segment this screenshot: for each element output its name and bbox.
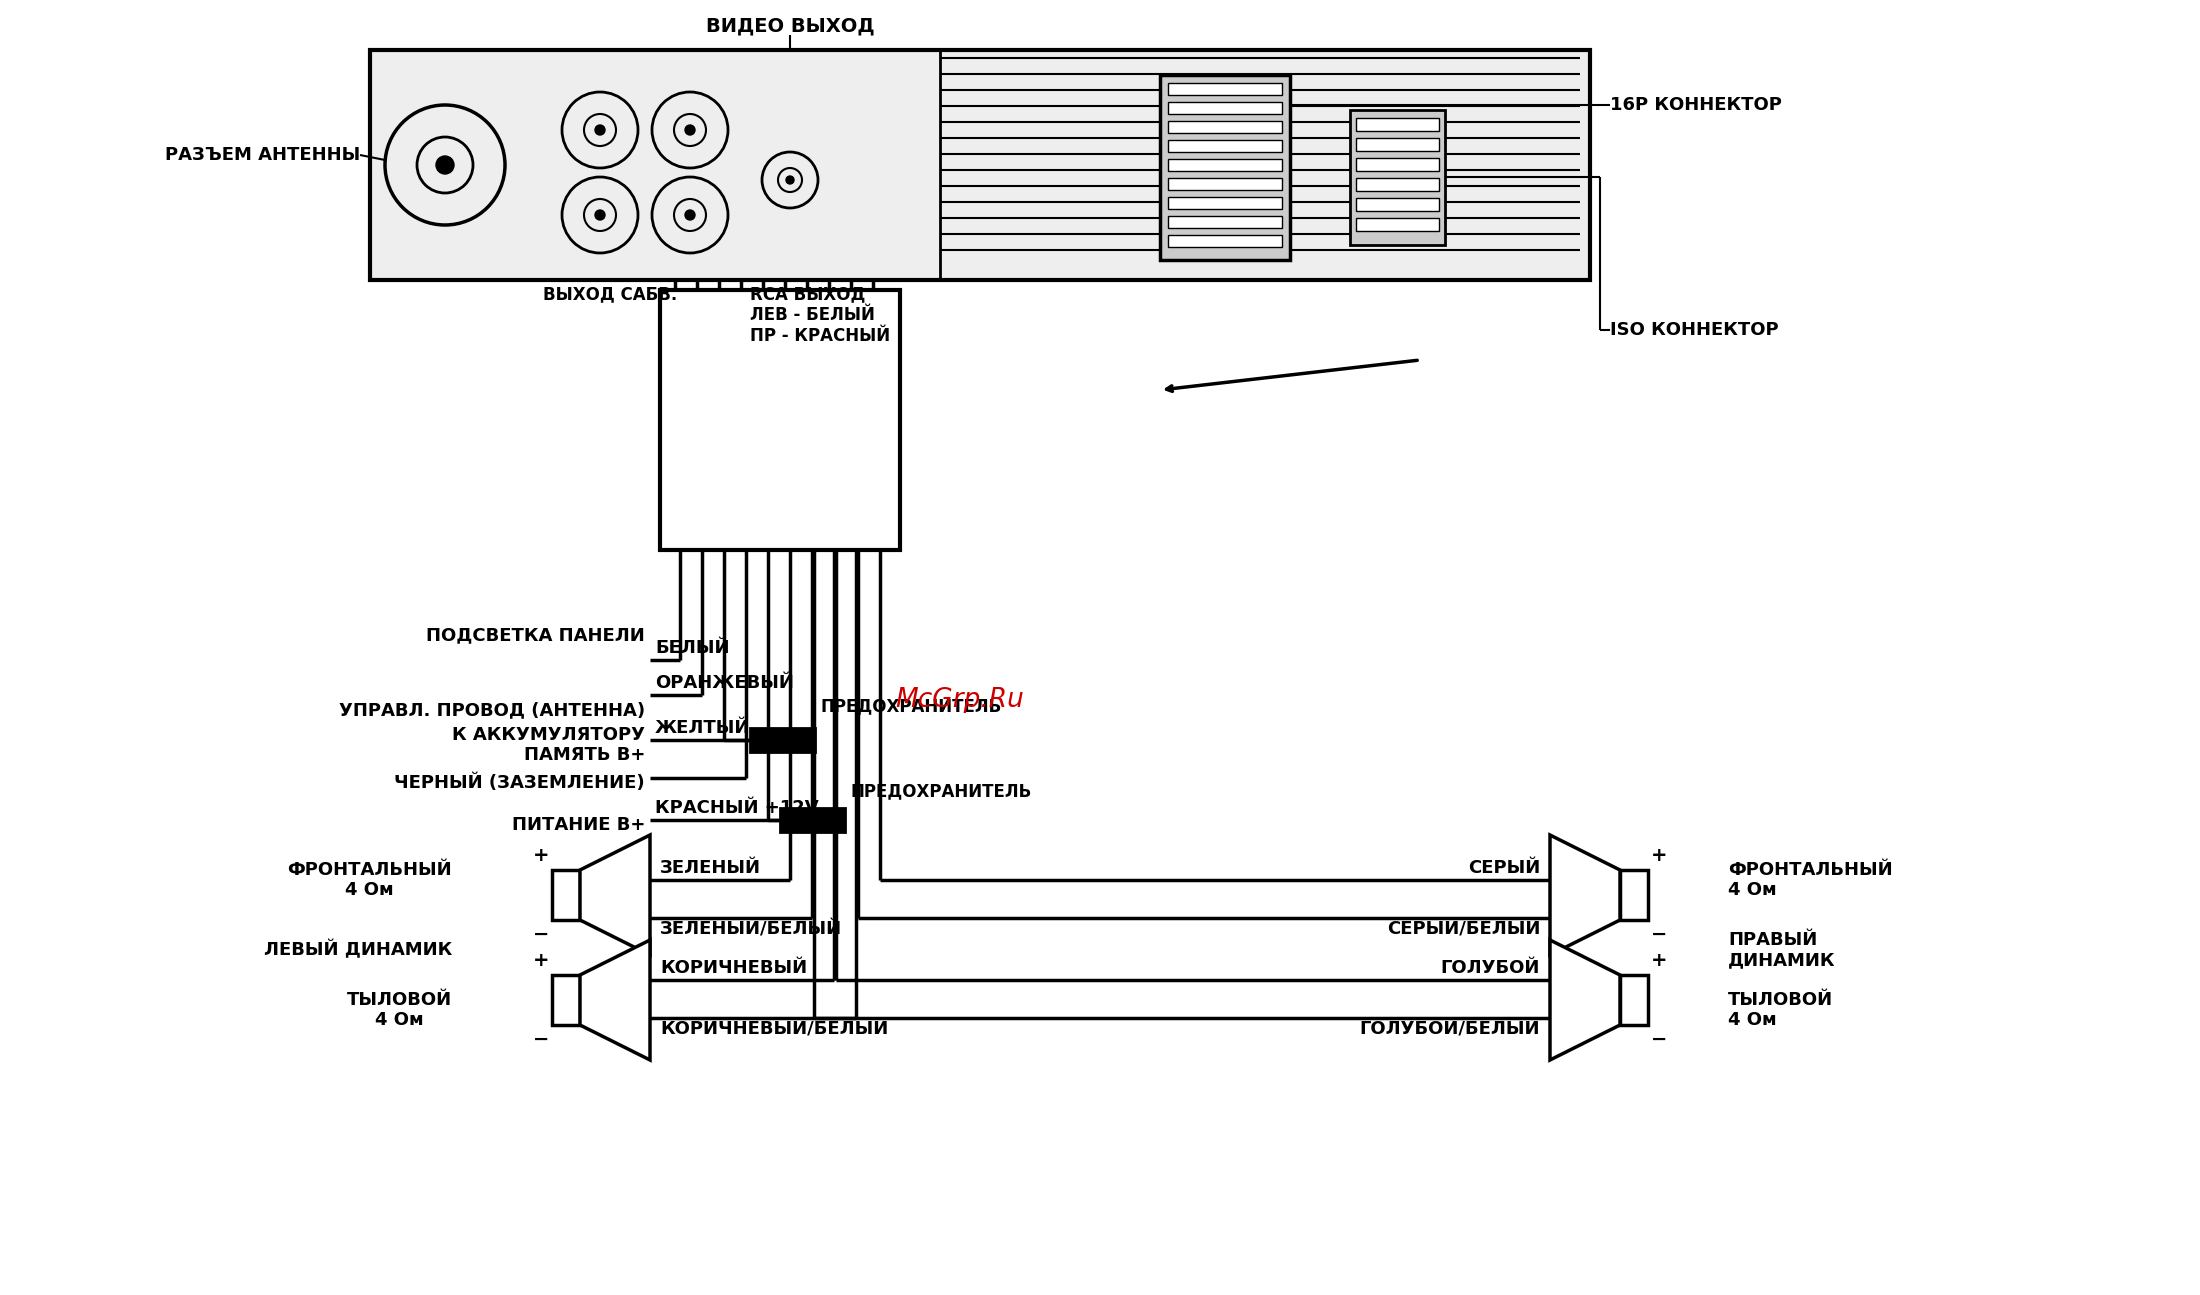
Bar xyxy=(552,975,581,1026)
Text: ФРОНТАЛЬНЫЙ
4 Ом: ФРОНТАЛЬНЫЙ 4 Ом xyxy=(288,861,451,900)
Bar xyxy=(1619,870,1648,919)
Text: ЗЕЛЕНЫЙ/БЕЛЫЙ: ЗЕЛЕНЫЙ/БЕЛЫЙ xyxy=(660,921,843,939)
Text: КРАСНЫЙ +12V: КРАСНЫЙ +12V xyxy=(656,799,818,817)
Text: ОРАНЖЕВЫЙ: ОРАНЖЕВЫЙ xyxy=(656,673,794,692)
Text: +: + xyxy=(1650,951,1668,970)
Text: К АККУМУЛЯТОРУ
ПАМЯТЬ В+: К АККУМУЛЯТОРУ ПАМЯТЬ В+ xyxy=(451,725,645,764)
Text: ЧЕРНЫЙ (ЗАЗЕМЛЕНИЕ): ЧЕРНЫЙ (ЗАЗЕМЛЕНИЕ) xyxy=(394,773,645,793)
Text: ISO КОННЕКТОР: ISO КОННЕКТОР xyxy=(1610,321,1778,339)
Text: РАЗЪЕМ АНТЕННЫ: РАЗЪЕМ АНТЕННЫ xyxy=(165,146,361,164)
Text: ВИДЕО ВЫХОД: ВИДЕО ВЫХОД xyxy=(706,16,873,35)
Bar xyxy=(1159,75,1289,260)
Circle shape xyxy=(436,155,453,174)
Text: −: − xyxy=(1650,925,1668,944)
Text: ЗЕЛЕНЫЙ: ЗЕЛЕНЫЙ xyxy=(660,859,761,877)
Text: СЕРЫЙ: СЕРЫЙ xyxy=(1467,859,1540,877)
Text: RCA ВЫХОД
ЛЕВ - БЕЛЫЙ
ПР - КРАСНЫЙ: RCA ВЫХОД ЛЕВ - БЕЛЫЙ ПР - КРАСНЫЙ xyxy=(750,285,891,344)
Text: КОРИЧНЕВЫЙ/БЕЛЫЙ: КОРИЧНЕВЫЙ/БЕЛЫЙ xyxy=(660,1020,889,1039)
Text: ГОЛУБОЙ/БЕЛЫЙ: ГОЛУБОЙ/БЕЛЫЙ xyxy=(1360,1020,1540,1039)
Circle shape xyxy=(594,210,605,220)
Text: +: + xyxy=(532,951,550,970)
Text: БЕЛЫЙ: БЕЛЫЙ xyxy=(656,638,730,657)
Text: КОРИЧНЕВЫЙ: КОРИЧНЕВЫЙ xyxy=(660,960,807,976)
Bar xyxy=(1619,975,1648,1026)
Text: ПРАВЫЙ
ДИНАМИК: ПРАВЫЙ ДИНАМИК xyxy=(1727,931,1835,970)
Bar xyxy=(1168,120,1283,133)
Bar xyxy=(1168,140,1283,152)
Text: ФРОНТАЛЬНЫЙ
4 Ом: ФРОНТАЛЬНЫЙ 4 Ом xyxy=(1727,861,1892,900)
Bar xyxy=(1355,139,1439,152)
Bar xyxy=(1355,158,1439,171)
Text: ВЫХОД САБВ.: ВЫХОД САБВ. xyxy=(543,285,678,303)
Circle shape xyxy=(684,210,695,220)
Text: ЖЕЛТЫЙ: ЖЕЛТЫЙ xyxy=(656,719,750,737)
Text: McGrp.Ru: McGrp.Ru xyxy=(895,688,1025,714)
Bar xyxy=(1168,102,1283,114)
Text: ПРЕДОХРАНИТЕЛЬ: ПРЕДОХРАНИТЕЛЬ xyxy=(821,697,1001,715)
Bar xyxy=(1355,177,1439,190)
Text: −: − xyxy=(532,925,550,944)
Text: −: − xyxy=(1650,1030,1668,1049)
Bar xyxy=(1351,110,1445,245)
Bar xyxy=(1168,159,1283,171)
Polygon shape xyxy=(581,940,649,1061)
Bar xyxy=(1168,197,1283,208)
Text: ГОЛУБОЙ: ГОЛУБОЙ xyxy=(1441,960,1540,976)
Text: −: − xyxy=(532,1030,550,1049)
Bar xyxy=(1168,177,1283,190)
Text: +: + xyxy=(1650,846,1668,865)
Text: +: + xyxy=(532,846,550,865)
Text: ТЫЛОВОЙ
4 Ом: ТЫЛОВОЙ 4 Ом xyxy=(1727,991,1833,1030)
Text: ТЫЛОВОЙ
4 Ом: ТЫЛОВОЙ 4 Ом xyxy=(348,991,451,1030)
Polygon shape xyxy=(1551,835,1619,954)
Bar xyxy=(1168,234,1283,247)
Bar xyxy=(1355,118,1439,131)
Bar xyxy=(660,290,900,550)
Text: ПРЕДОХРАНИТЕЛЬ: ПРЕДОХРАНИТЕЛЬ xyxy=(849,782,1032,800)
Bar xyxy=(750,728,814,752)
Circle shape xyxy=(684,126,695,135)
Bar xyxy=(1355,198,1439,211)
Polygon shape xyxy=(581,835,649,954)
Polygon shape xyxy=(1551,940,1619,1061)
Circle shape xyxy=(785,176,794,184)
Bar xyxy=(781,808,845,831)
Bar xyxy=(1168,216,1283,228)
Bar xyxy=(370,51,1591,280)
Text: 16Р КОННЕКТОР: 16Р КОННЕКТОР xyxy=(1610,96,1782,114)
Bar xyxy=(1355,218,1439,231)
Text: ПИТАНИЕ В+: ПИТАНИЕ В+ xyxy=(513,816,645,834)
Text: УПРАВЛ. ПРОВОД (АНТЕННА): УПРАВЛ. ПРОВОД (АНТЕННА) xyxy=(339,701,645,719)
Bar xyxy=(552,870,581,919)
Text: ПОДСВЕТКА ПАНЕЛИ: ПОДСВЕТКА ПАНЕЛИ xyxy=(427,625,645,644)
Bar xyxy=(1168,83,1283,95)
Text: ЛЕВЫЙ ДИНАМИК: ЛЕВЫЙ ДИНАМИК xyxy=(264,940,451,960)
Text: СЕРЫЙ/БЕЛЫЙ: СЕРЫЙ/БЕЛЫЙ xyxy=(1386,921,1540,939)
Circle shape xyxy=(594,126,605,135)
